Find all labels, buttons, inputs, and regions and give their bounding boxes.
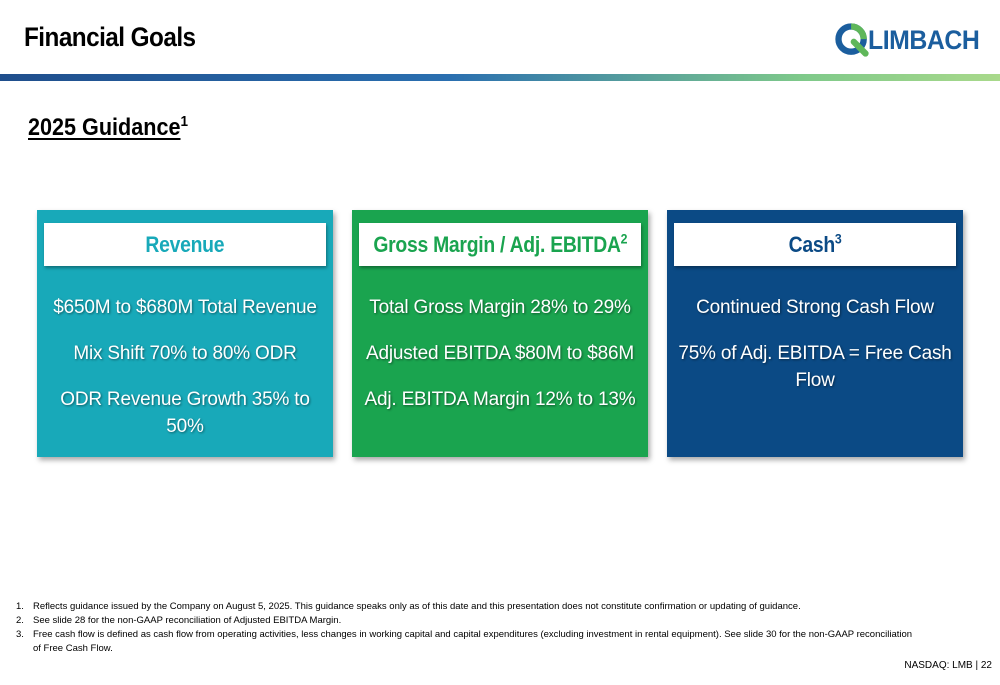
slide-title: Financial Goals [24, 22, 196, 52]
card-gross-margin: Gross Margin / Adj. EBITDA2 Total Gross … [352, 210, 648, 457]
section-footnote-ref: 1 [180, 113, 188, 130]
footnote: 2. See slide 28 for the non-GAAP reconcil… [16, 615, 342, 626]
footnotes: 1. Reflects guidance issued by the Compan… [16, 600, 916, 656]
card-header: Revenue [44, 223, 326, 266]
card-revenue: Revenue $650M to $680M Total Revenue Mix… [37, 210, 333, 457]
card-line: Adj. EBITDA Margin 12% to 13% [364, 389, 636, 410]
company-logo: LIMBACH [834, 18, 980, 62]
footnote: 3. Free cash flow is defined as cash flow… [16, 629, 913, 654]
card-line: Mix Shift 70% to 80% ODR [73, 343, 297, 364]
card-line: Continued Strong Cash Flow [696, 297, 934, 318]
card-line: Total Gross Margin 28% to 29% [369, 297, 631, 318]
card-lines: Continued Strong Cash Flow 75% of Adj. E… [673, 294, 957, 413]
card-lines: Total Gross Margin 28% to 29% Adjusted E… [358, 294, 642, 432]
card-lines: $650M to $680M Total Revenue Mix Shift 7… [43, 294, 327, 459]
card-line: 75% of Adj. EBITDA = Free Cash Flow [678, 343, 952, 391]
card-header: Cash3 [674, 223, 956, 266]
section-title: 2025 Guidance1 [28, 114, 188, 142]
section-title-text: 2025 Guidance [28, 114, 181, 141]
card-header: Gross Margin / Adj. EBITDA2 [359, 223, 641, 266]
card-title: Gross Margin / Adj. EBITDA2 [373, 230, 627, 257]
limbach-q-logo-icon [835, 23, 869, 57]
card-cash: Cash3 Continued Strong Cash Flow 75% of … [667, 210, 963, 457]
header-gradient-bar [0, 74, 1000, 81]
logo-wordmark: LIMBACH [868, 24, 980, 55]
card-title: Revenue [145, 231, 225, 257]
card-line: $650M to $680M Total Revenue [53, 297, 317, 318]
card-title: Cash3 [788, 230, 842, 257]
page-number: NASDAQ: LMB | 22 [904, 660, 992, 671]
card-line: ODR Revenue Growth 35% to 50% [60, 389, 310, 437]
footnote: 1. Reflects guidance issued by the Compan… [16, 601, 801, 612]
card-line: Adjusted EBITDA $80M to $86M [366, 343, 634, 364]
